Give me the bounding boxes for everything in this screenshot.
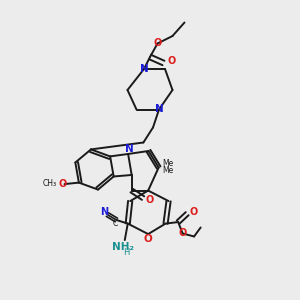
Text: O: O <box>153 38 162 49</box>
Text: NH₂: NH₂ <box>112 242 134 252</box>
Text: O: O <box>168 56 176 67</box>
Text: N: N <box>140 64 148 74</box>
Text: N: N <box>125 144 134 154</box>
Text: N: N <box>100 207 108 217</box>
Text: O: O <box>178 229 187 238</box>
Text: Me: Me <box>162 159 173 168</box>
Text: O: O <box>59 179 67 189</box>
Text: O: O <box>189 207 197 217</box>
Text: H: H <box>123 248 130 257</box>
Text: O: O <box>144 235 152 244</box>
Text: N: N <box>154 104 164 115</box>
Text: Me: Me <box>162 166 173 175</box>
Text: C: C <box>112 219 118 228</box>
Text: CH₃: CH₃ <box>43 179 57 188</box>
Text: O: O <box>146 196 154 206</box>
